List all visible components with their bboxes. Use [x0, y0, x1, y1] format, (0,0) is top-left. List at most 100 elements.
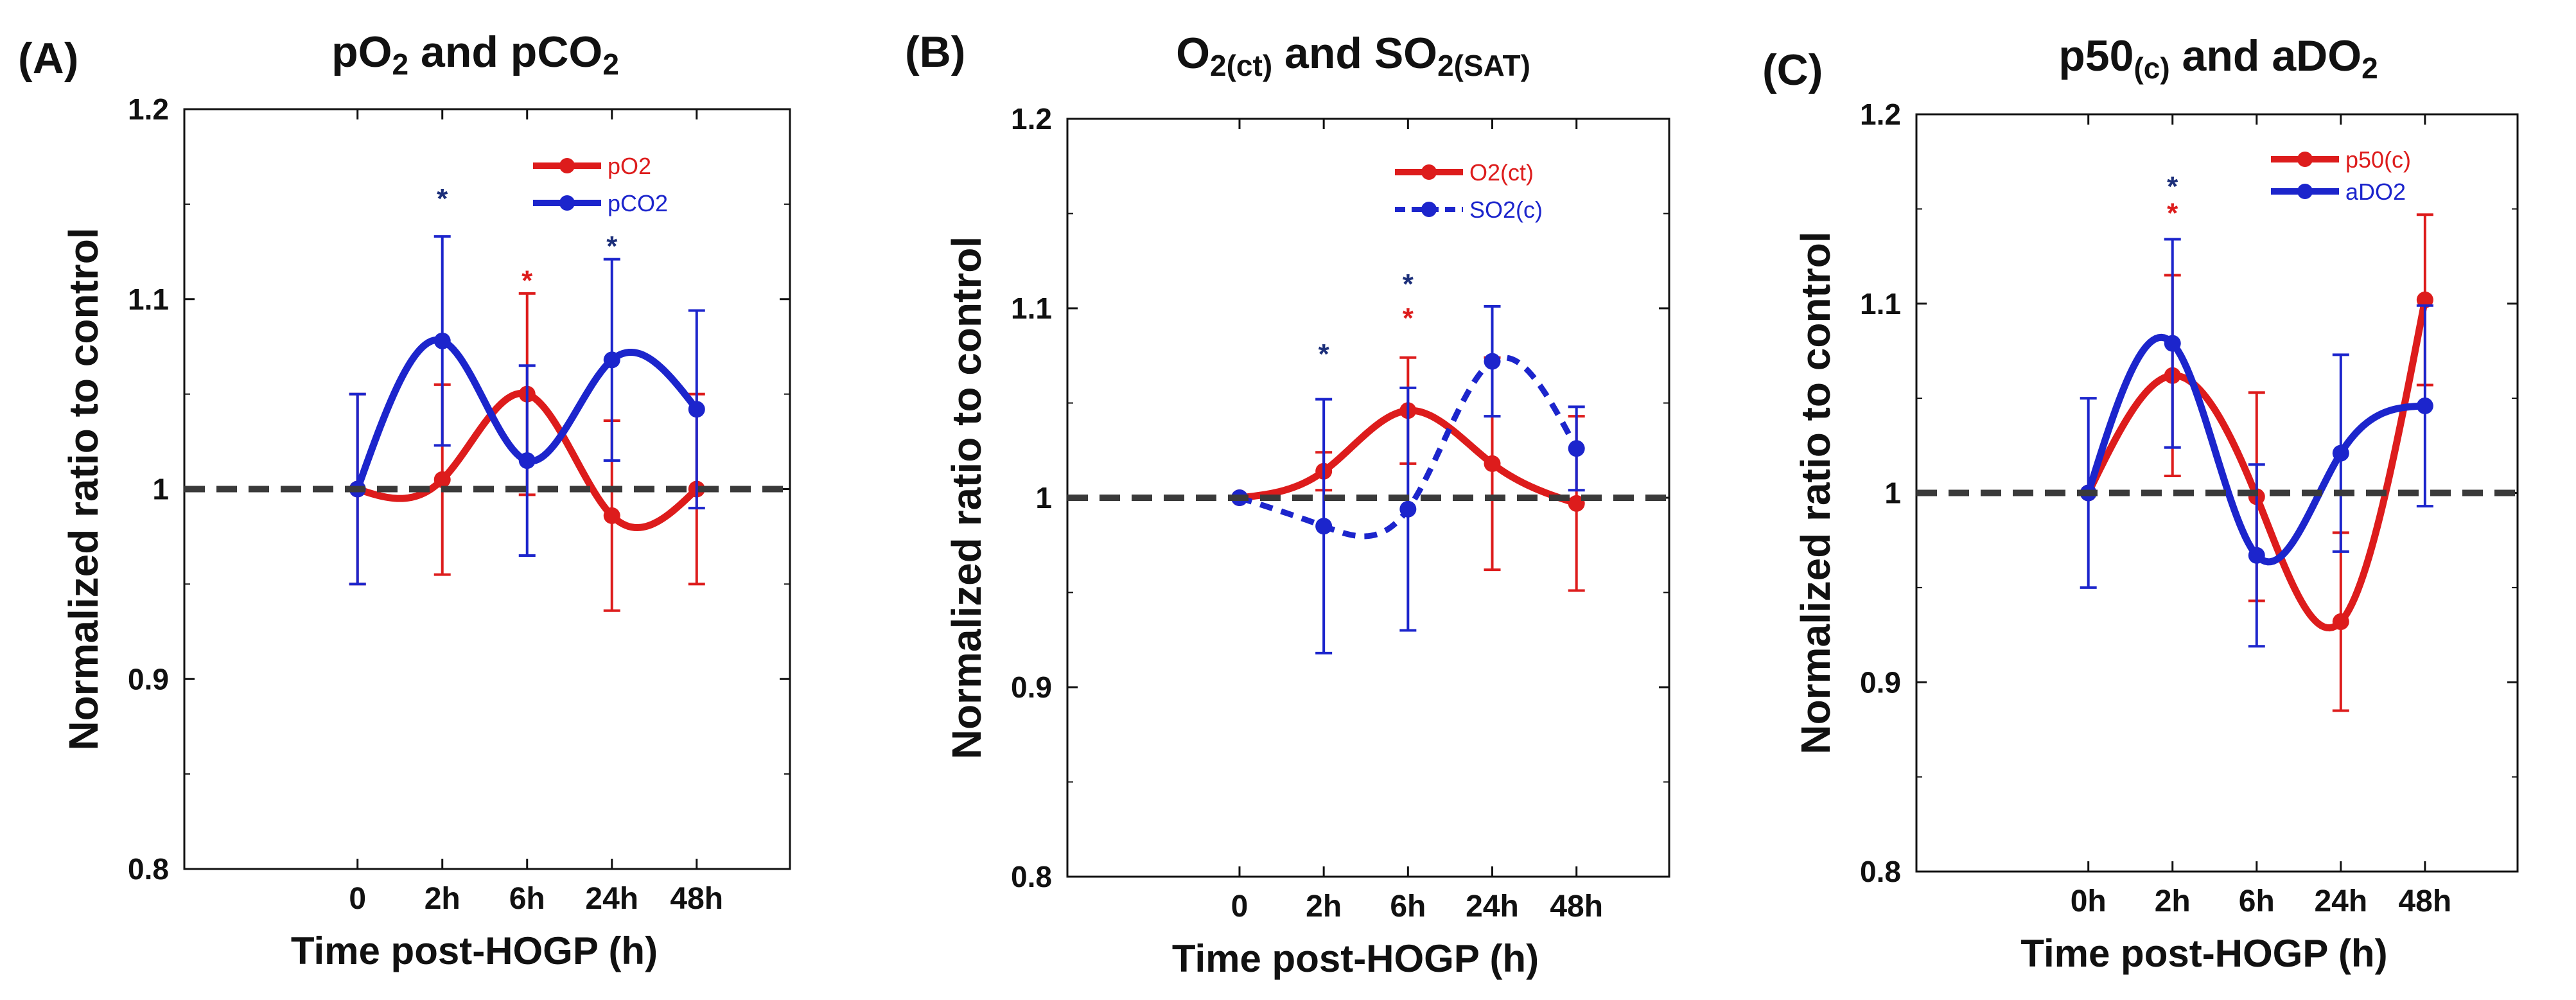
data-point: [2332, 444, 2349, 462]
y-tick-label: 0.8: [1860, 855, 1901, 888]
data-point: [1484, 353, 1501, 370]
data-point: [434, 471, 451, 488]
legend-marker: [2297, 152, 2313, 167]
legend-label: SO2(c): [1469, 197, 1543, 223]
data-point: [2416, 397, 2433, 414]
panel-a-title-part1: pO: [331, 28, 392, 76]
x-tick-label: 0h: [2071, 884, 2107, 918]
panel-a: (A) pO2 and pCO2 0.8 0.9 1 1.1 1.2 0 2h 6h 24h 48…: [0, 0, 859, 1000]
panel-b-title-part2: and SO: [1272, 29, 1438, 78]
y-tick-label: 1.1: [1011, 292, 1052, 325]
significance-star: *: [2167, 197, 2178, 229]
data-point: [1399, 500, 1417, 518]
y-axis-label: Normalized ratio to control: [60, 227, 107, 750]
panel-b-title: O2(ct) and SO2(SAT): [1116, 28, 1591, 83]
data-point: [2332, 613, 2349, 630]
legend-marker: [2297, 184, 2313, 199]
x-tick-label: 48h: [670, 882, 723, 916]
legend-marker: [1421, 164, 1437, 180]
x-axis-label: Time post-HOGP (h): [1172, 937, 1539, 980]
x-tick-label: 24h: [585, 882, 638, 916]
data-point: [2164, 335, 2181, 352]
panel-c-letter: (C): [1762, 46, 1823, 94]
panel-b-title-sub2: 2(SAT): [1437, 49, 1530, 82]
x-tick-label: 2h: [425, 882, 460, 916]
x-tick-label: 24h: [2314, 884, 2367, 918]
y-tick-label: 1.2: [128, 92, 169, 126]
panel-b: (B) O2(ct) and SO2(SAT) 0.8 0.9 1 1.1 1.2 0 2h…: [859, 0, 1717, 1000]
y-tick-label: 1.2: [1011, 102, 1052, 136]
x-tick-label: 24h: [1466, 890, 1519, 924]
y-axis-label: Normalized ratio to control: [1792, 231, 1839, 754]
legend-label: pO2: [608, 153, 651, 179]
data-point: [603, 507, 620, 524]
data-point: [1568, 440, 1585, 457]
y-tick-label: 0.8: [1011, 860, 1052, 893]
data-point: [1568, 495, 1585, 512]
legend-label: aDO2: [2345, 179, 2406, 205]
x-tick-label: 2h: [1306, 890, 1342, 924]
legend-label: p50(c): [2345, 146, 2411, 173]
panel-a-title-part2: and pCO: [408, 28, 603, 76]
x-tick-label: 48h: [1550, 890, 1603, 924]
data-point: [1315, 518, 1333, 535]
series-aDO2: [2080, 238, 2433, 648]
x-tick-label: 0: [349, 882, 366, 916]
y-tick-label: 1: [1884, 477, 1901, 510]
legend-label: pCO2: [608, 190, 668, 216]
data-point: [688, 401, 705, 418]
y-tick-label: 1: [152, 473, 169, 506]
significance-star: *: [437, 183, 448, 215]
series-SO2(c): [1231, 305, 1585, 654]
panel-a-letter: (A): [18, 34, 79, 83]
y-axis-label: Normalized ratio to control: [943, 236, 990, 759]
panel-b-title-part1: O: [1176, 29, 1211, 78]
data-point: [2248, 547, 2265, 564]
significance-star: *: [1319, 338, 1330, 370]
legend-marker: [559, 158, 575, 173]
y-tick-label: 1.2: [1860, 98, 1901, 131]
x-axis-label: Time post-HOGP (h): [291, 929, 658, 972]
panel-c-title-sub1: (c): [2134, 51, 2170, 85]
panel-c-title-part1: p50: [2058, 31, 2134, 80]
panel-b-chart: 0.8 0.9 1 1.1 1.2 0 2h 6h 24h 48h Time post-HOGP (…: [943, 102, 1670, 980]
y-tick-label: 0.9: [1860, 665, 1901, 699]
panel-c-title: p50(c) and aDO2: [1993, 31, 2443, 85]
y-tick-label: 1.1: [128, 283, 169, 316]
data-point: [2416, 291, 2433, 308]
y-tick-label: 0.9: [128, 662, 169, 696]
data-point: [1484, 455, 1501, 472]
x-tick-label: 6h: [2239, 884, 2275, 918]
panel-a-title: pO2 and pCO2: [244, 27, 706, 82]
significance-star: *: [1403, 268, 1414, 300]
y-tick-label: 0.8: [128, 852, 169, 886]
panel-c: (C) p50(c) and aDO2 0.8 0.9 1 1.1 1.2 0h 2h 6h 2…: [1717, 0, 2576, 1000]
significance-star: *: [1403, 303, 1414, 334]
panel-b-title-sub1: 2(ct): [1210, 49, 1273, 82]
x-tick-label: 0: [1231, 890, 1249, 924]
panel-a-title-sub2: 2: [602, 48, 619, 81]
panel-b-letter: (B): [905, 28, 966, 76]
panel-a-title-sub1: 2: [392, 48, 409, 81]
data-point: [518, 452, 536, 469]
legend-marker: [1421, 202, 1437, 217]
x-axis-label: Time post-HOGP (h): [2020, 932, 2387, 975]
legend-label: O2(ct): [1469, 159, 1534, 186]
y-tick-label: 0.9: [1011, 671, 1052, 704]
panel-a-chart: 0.8 0.9 1 1.1 1.2 0 2h 6h 24h 48h Time post-HOGP (…: [60, 92, 791, 972]
x-tick-label: 48h: [2398, 884, 2451, 918]
panel-c-title-sub2: 2: [2361, 51, 2378, 85]
significance-star: *: [606, 231, 618, 262]
legend-marker: [559, 195, 575, 211]
x-tick-label: 2h: [2155, 884, 2191, 918]
panel-c-title-part2: and aDO: [2169, 31, 2362, 80]
series-pCO2: [349, 235, 705, 586]
x-tick-label: 6h: [509, 882, 545, 916]
data-point: [434, 332, 451, 349]
x-tick-label: 6h: [1390, 890, 1426, 924]
y-tick-label: 1.1: [1860, 287, 1901, 320]
significance-star: *: [2167, 171, 2178, 202]
y-tick-label: 1: [1035, 481, 1052, 514]
significance-star: *: [521, 265, 533, 296]
data-point: [603, 351, 620, 369]
